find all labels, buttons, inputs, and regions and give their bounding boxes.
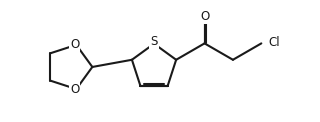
Text: O: O — [70, 83, 79, 96]
Text: S: S — [150, 35, 158, 48]
Text: O: O — [201, 10, 210, 23]
Text: Cl: Cl — [269, 36, 280, 49]
Text: O: O — [70, 38, 79, 51]
